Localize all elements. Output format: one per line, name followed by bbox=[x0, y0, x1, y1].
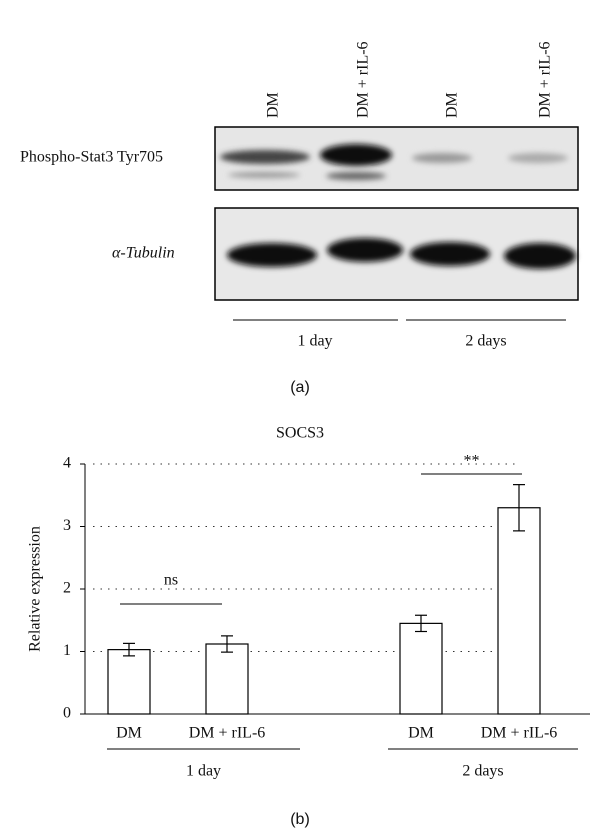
bar bbox=[497, 507, 541, 715]
bar bbox=[399, 622, 443, 715]
blot-tubulin bbox=[214, 207, 579, 301]
lane-label: DM bbox=[444, 92, 461, 118]
lane-label: DM bbox=[265, 92, 282, 118]
panel-label: (b) bbox=[290, 811, 310, 828]
annotation: ** bbox=[464, 453, 480, 470]
group-label: 2 days bbox=[465, 333, 506, 350]
y-tick-label: 2 bbox=[63, 580, 71, 597]
y-tick-label: 4 bbox=[63, 455, 71, 472]
x-tick-label: DM + rIL-6 bbox=[189, 725, 266, 742]
group-label: 2 days bbox=[462, 763, 503, 780]
y-tick-label: 0 bbox=[63, 705, 71, 722]
error-bar bbox=[513, 484, 525, 532]
annotation: ns bbox=[164, 572, 178, 589]
error-bar bbox=[415, 614, 427, 633]
error-bar bbox=[221, 635, 233, 653]
row-label: α-Tubulin bbox=[112, 245, 175, 262]
lane-label: DM + rIL-6 bbox=[537, 41, 554, 118]
error-bar bbox=[123, 642, 135, 657]
x-tick-label: DM + rIL-6 bbox=[481, 725, 558, 742]
chart-title: SOCS3 bbox=[276, 425, 324, 442]
group-label: 1 day bbox=[186, 763, 221, 780]
row-label: Phospho-Stat3 Tyr705 bbox=[20, 149, 163, 166]
group-label: 1 day bbox=[297, 333, 332, 350]
bar bbox=[205, 643, 249, 715]
panel-label: (a) bbox=[290, 379, 310, 396]
lane-label: DM + rIL-6 bbox=[355, 41, 372, 118]
x-tick-label: DM bbox=[116, 725, 142, 742]
bar bbox=[107, 649, 151, 715]
x-tick-label: DM bbox=[408, 725, 434, 742]
y-axis-label: Relative expression bbox=[27, 526, 44, 652]
y-tick-label: 3 bbox=[63, 517, 71, 534]
blot-phospho bbox=[214, 126, 579, 191]
y-tick-label: 1 bbox=[63, 642, 71, 659]
